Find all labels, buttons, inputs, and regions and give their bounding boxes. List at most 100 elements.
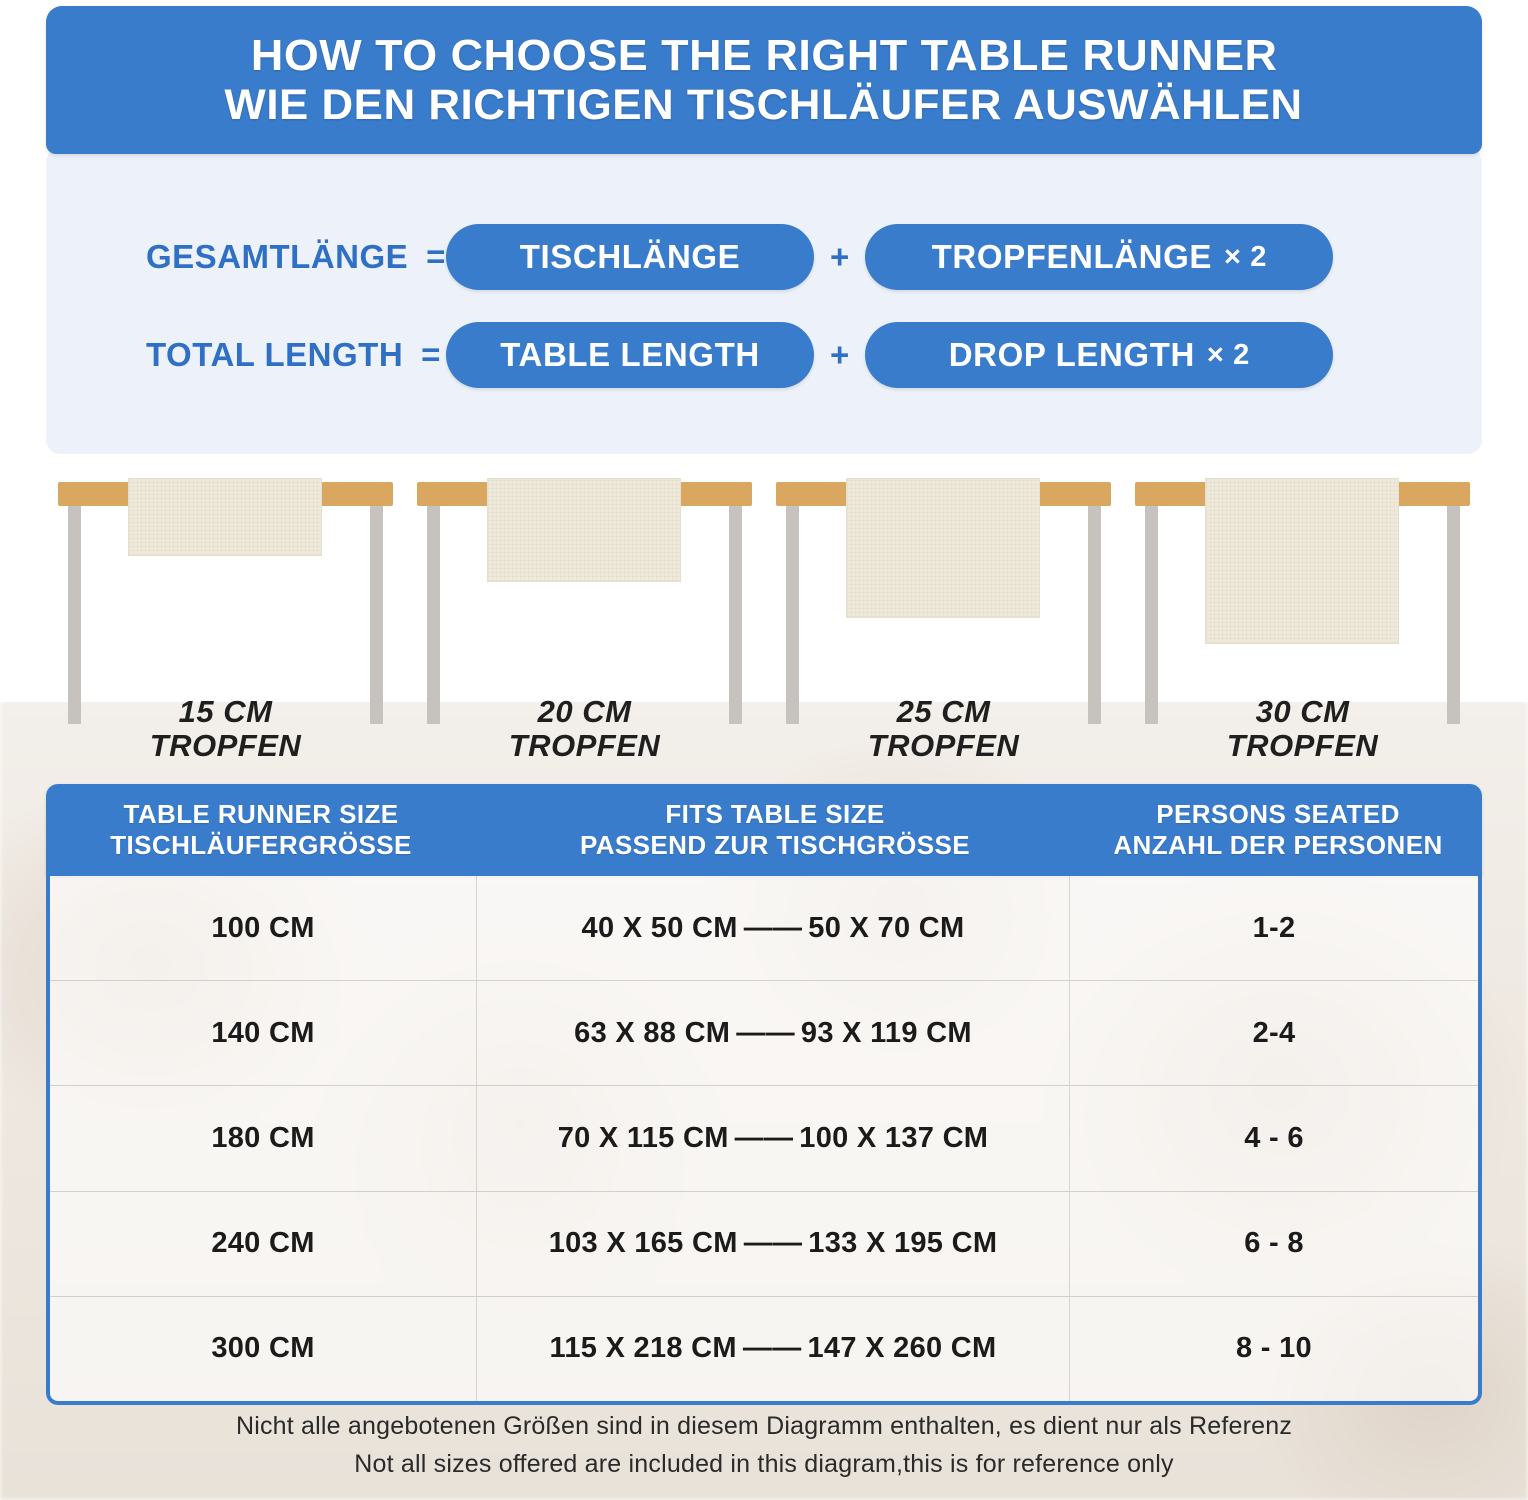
table-row: 180 CM 70 X 115 CM —— 100 X 137 CM 4 - 6: [50, 1086, 1478, 1192]
column-header-fits-table-size-de: PASSEND ZUR TISCHGRÖSSE: [579, 830, 971, 860]
illustration-drop-15cm: 15 CM TROPFEN: [46, 470, 405, 770]
cell-persons-seated: 8 - 10: [1236, 1332, 1312, 1365]
cell-range-separator: ——: [743, 911, 803, 944]
formula-pill-table-length-de: TISCHLÄNGE: [446, 224, 814, 290]
column-header-fits-table-size-en: FITS TABLE SIZE: [665, 798, 885, 829]
caption-drop-value-15: 15 CM: [178, 694, 273, 730]
caption-drop-value-30: 30 CM: [1255, 694, 1350, 730]
footer-disclaimer: Nicht alle angebotenen Größen sind in di…: [46, 1408, 1482, 1483]
cell-range-separator: ——: [743, 1227, 803, 1260]
cell-fits-to: 50 X 70 CM: [808, 911, 965, 944]
table-row: 300 CM 115 X 218 CM —— 147 X 260 CM 8 - …: [50, 1296, 1478, 1402]
table-leg-right-icon: [1088, 502, 1101, 724]
cell-fits-from: 103 X 165 CM: [548, 1227, 738, 1260]
illustration-caption-25: 25 CM TROPFEN: [764, 695, 1123, 762]
cell-runner-size: 140 CM: [211, 1016, 315, 1049]
caption-drop-word-30: TROPFEN: [1226, 727, 1379, 763]
table-leg-left-icon: [1145, 502, 1158, 724]
cell-fits-from: 63 X 88 CM: [574, 1016, 731, 1049]
column-header-runner-size-en: TABLE RUNNER SIZE: [123, 798, 399, 829]
cell-fits-table-size: 115 X 218 CM —— 147 X 260 CM: [476, 1296, 1070, 1402]
column-header-persons-seated-de: ANZAHL DER PERSONEN: [1113, 830, 1443, 860]
cell-persons-seated: 1-2: [1252, 911, 1296, 944]
table-runner-icon: [846, 478, 1040, 618]
cell-runner-size: 240 CM: [211, 1227, 315, 1260]
cell-runner-size: 180 CM: [211, 1122, 315, 1154]
formula-pill-drop-length-en: DROP LENGTH × 2: [865, 322, 1334, 388]
illustration-drop-30cm: 30 CM TROPFEN: [1123, 470, 1482, 770]
formula-panel: GESAMTLÄNGE = TISCHLÄNGE + TROPFENLÄNGE …: [46, 148, 1482, 454]
drop-length-illustrations: 15 CM TROPFEN 20 CM TROPFEN 25 CM TROPFE…: [46, 470, 1482, 770]
table-leg-right-icon: [729, 502, 742, 724]
illustration-caption-20: 20 CM TROPFEN: [405, 695, 764, 762]
table-leg-left-icon: [68, 502, 81, 724]
table-leg-left-icon: [786, 502, 799, 724]
size-table: TABLE RUNNER SIZE TISCHLÄUFERGRÖSSE FITS…: [46, 784, 1482, 1405]
banner-title-english: HOW TO CHOOSE THE RIGHT TABLE RUNNER: [250, 31, 1278, 81]
cell-fits-from: 40 X 50 CM: [581, 911, 738, 944]
cell-runner-size: 100 CM: [211, 911, 315, 944]
caption-drop-value-20: 20 CM: [537, 694, 632, 730]
table-leg-right-icon: [370, 502, 383, 724]
illustration-caption-15: 15 CM TROPFEN: [46, 695, 405, 762]
table-runner-icon: [1205, 478, 1399, 644]
formula-equals-sign-en: =: [421, 336, 441, 373]
table-leg-right-icon: [1447, 502, 1460, 724]
table-row: 240 CM 103 X 165 CM —— 133 X 195 CM 6 - …: [50, 1191, 1478, 1297]
table-row: 140 CM 63 X 88 CM —— 93 X 119 CM 2-4: [50, 981, 1478, 1087]
cell-fits-table-size: 40 X 50 CM —— 50 X 70 CM: [476, 876, 1070, 981]
cell-fits-from: 115 X 218 CM: [549, 1332, 737, 1365]
column-header-persons-seated-en: PERSONS SEATED: [1156, 798, 1400, 829]
table-runner-icon: [128, 478, 322, 556]
cell-persons-seated: 4 - 6: [1244, 1122, 1304, 1154]
illustration-caption-30: 30 CM TROPFEN: [1123, 695, 1482, 762]
column-header-persons-seated: PERSONS SEATED ANZAHL DER PERSONEN: [1074, 799, 1482, 861]
cell-fits-table-size: 63 X 88 CM —— 93 X 119 CM: [476, 981, 1070, 1086]
size-table-body: 100 CM 40 X 50 CM —— 50 X 70 CM 1-2 140 …: [46, 876, 1482, 1405]
footer-line-english: Not all sizes offered are included in th…: [354, 1449, 1174, 1478]
table-row: 100 CM 40 X 50 CM —— 50 X 70 CM 1-2: [50, 876, 1478, 982]
formula-equals-sign: =: [426, 238, 446, 275]
formula-row-english: TOTAL LENGTH = TABLE LENGTH + DROP LENGT…: [46, 306, 1482, 404]
cell-fits-to: 100 X 137 CM: [799, 1122, 989, 1154]
formula-pill-drop-text-de: TROPFENLÄNGE: [931, 238, 1212, 275]
cell-persons-seated: 6 - 8: [1244, 1227, 1304, 1260]
formula-label-english: TOTAL LENGTH =: [146, 336, 446, 374]
formula-pill-drop-text-en: DROP LENGTH: [948, 336, 1195, 373]
cell-fits-to: 133 X 195 CM: [808, 1227, 998, 1260]
caption-drop-word-25: TROPFEN: [867, 727, 1020, 763]
formula-pill-table-length-en: TABLE LENGTH: [446, 322, 814, 388]
caption-drop-value-25: 25 CM: [896, 694, 991, 730]
cell-fits-to: 147 X 260 CM: [807, 1332, 997, 1365]
illustration-drop-20cm: 20 CM TROPFEN: [405, 470, 764, 770]
formula-pill-drop-length-de: TROPFENLÄNGE × 2: [865, 224, 1334, 290]
column-header-fits-table-size: FITS TABLE SIZE PASSEND ZUR TISCHGRÖSSE: [476, 799, 1074, 861]
formula-label-text-en: TOTAL LENGTH: [146, 336, 404, 373]
formula-multiplier-de: × 2: [1224, 240, 1267, 273]
formula-plus-sign-en: +: [830, 336, 850, 373]
formula-label-german: GESAMTLÄNGE =: [146, 238, 446, 276]
cell-range-separator: ——: [734, 1122, 794, 1154]
cell-fits-table-size: 103 X 165 CM —— 133 X 195 CM: [476, 1191, 1070, 1296]
cell-persons-seated: 2-4: [1252, 1016, 1296, 1049]
cell-fits-to: 93 X 119 CM: [800, 1016, 972, 1049]
cell-range-separator: ——: [736, 1016, 795, 1049]
formula-multiplier-en: × 2: [1206, 338, 1250, 371]
table-runner-icon: [487, 478, 681, 582]
cell-fits-from: 70 X 115 CM: [557, 1122, 729, 1154]
caption-drop-word-15: TROPFEN: [149, 727, 302, 763]
footer-line-german: Nicht alle angebotenen Größen sind in di…: [235, 1412, 1293, 1440]
formula-label-text: GESAMTLÄNGE: [146, 238, 409, 275]
cell-range-separator: ——: [742, 1332, 802, 1365]
cell-runner-size: 300 CM: [211, 1332, 315, 1365]
formula-row-german: GESAMTLÄNGE = TISCHLÄNGE + TROPFENLÄNGE …: [46, 208, 1482, 306]
cell-fits-table-size: 70 X 115 CM —— 100 X 137 CM: [476, 1086, 1070, 1191]
table-leg-left-icon: [427, 502, 440, 724]
column-header-runner-size: TABLE RUNNER SIZE TISCHLÄUFERGRÖSSE: [46, 799, 476, 861]
banner-title-german: WIE DEN RICHTIGEN TISCHLÄUFER AUSWÄHLEN: [224, 80, 1304, 129]
size-table-header-row: TABLE RUNNER SIZE TISCHLÄUFERGRÖSSE FITS…: [46, 784, 1482, 876]
header-banner: HOW TO CHOOSE THE RIGHT TABLE RUNNER WIE…: [46, 6, 1482, 154]
caption-drop-word-20: TROPFEN: [508, 727, 661, 763]
column-header-runner-size-de: TISCHLÄUFERGRÖSSE: [110, 830, 412, 860]
illustration-drop-25cm: 25 CM TROPFEN: [764, 470, 1123, 770]
